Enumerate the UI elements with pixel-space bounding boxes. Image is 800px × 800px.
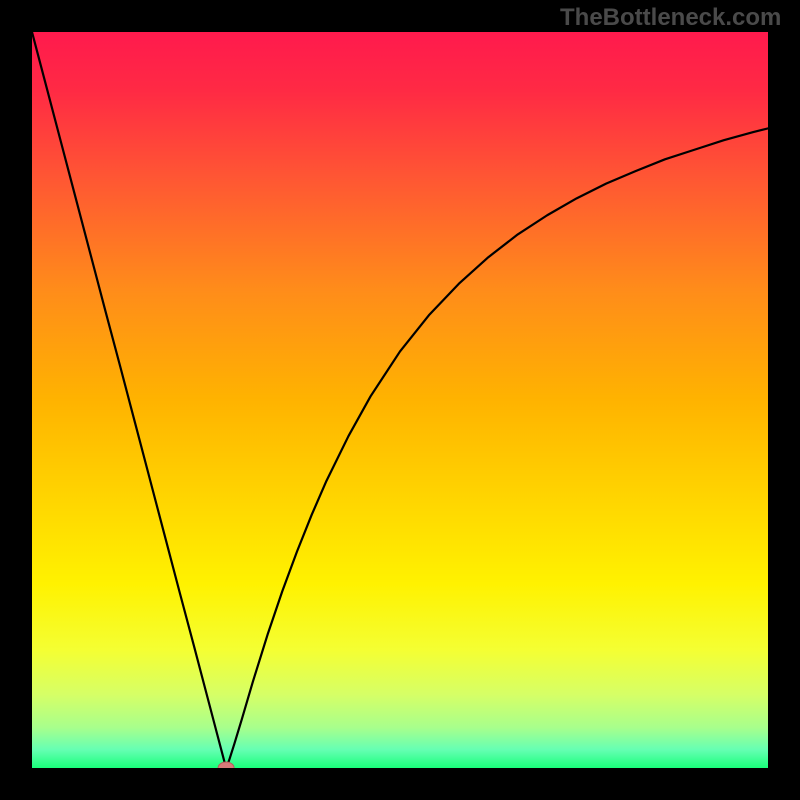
chart-plot-area [32,32,768,768]
gradient-background [32,32,768,768]
watermark-label: TheBottleneck.com [560,4,781,32]
chart-svg [32,32,768,768]
